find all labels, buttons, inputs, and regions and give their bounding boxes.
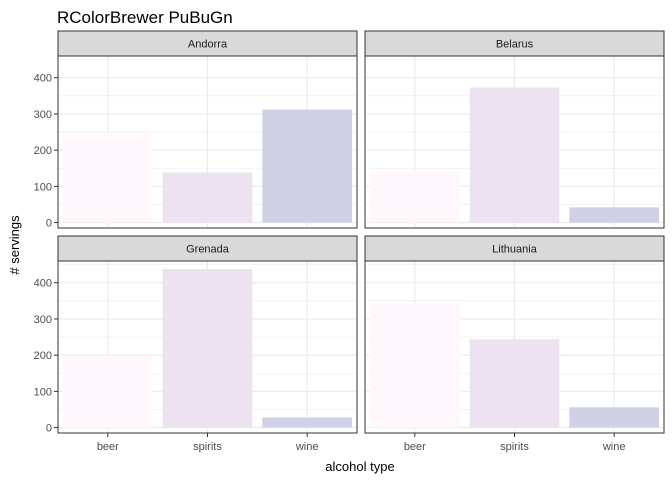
y-axis-title: # servings — [7, 215, 22, 275]
y-tick-label: 300 — [34, 109, 52, 121]
y-tick-label: 100 — [34, 386, 52, 398]
y-tick-label: 200 — [34, 350, 52, 362]
y-tick-label: 100 — [34, 181, 52, 193]
x-tick-label: spirits — [500, 441, 529, 453]
y-tick-label: 300 — [34, 314, 52, 326]
x-tick-label: wine — [602, 441, 626, 453]
facet-label-andorra: Andorra — [188, 39, 228, 51]
bar-grenada-wine — [262, 417, 353, 428]
x-axis-title: alcohol type — [325, 459, 394, 474]
bar-grenada-beer — [62, 355, 153, 428]
bar-belarus-wine — [569, 207, 660, 223]
y-tick-label: 200 — [34, 145, 52, 157]
bar-lithuania-spirits — [469, 339, 560, 428]
x-tick-label: beer — [97, 441, 119, 453]
y-tick-label: 400 — [34, 73, 52, 85]
facet-label-belarus: Belarus — [496, 39, 534, 51]
facet-andorra: Andorra 0 100 200 300 400 — [34, 30, 358, 230]
panel-border-belarus — [364, 55, 665, 229]
y-tick-label: 400 — [34, 278, 52, 290]
bar-andorra-beer — [62, 133, 153, 223]
x-tick-label: spirits — [193, 441, 222, 453]
panel-border-andorra — [57, 55, 358, 229]
facet-strip-lithuania — [364, 235, 665, 262]
bar-andorra-spirits — [162, 172, 253, 223]
facet-label-grenada: Grenada — [186, 244, 230, 256]
chart-title: RColorBrewer PuBuGn — [57, 8, 233, 27]
y-tick-label: 0 — [46, 218, 52, 230]
facet-grenada: Grenada 0 100 200 300 400 beer spirits wine — [34, 235, 358, 453]
bar-grenada-spirits — [162, 268, 253, 428]
x-tick-label: beer — [404, 441, 426, 453]
y-tick-label: 0 — [46, 423, 52, 435]
x-tick-label: wine — [295, 441, 319, 453]
facet-strip-andorra — [57, 30, 358, 57]
facet-lithuania: Lithuania beer spirits wine — [364, 235, 665, 453]
bar-belarus-spirits — [469, 87, 560, 223]
bar-belarus-beer — [369, 171, 460, 223]
bar-andorra-wine — [262, 109, 353, 223]
bar-lithuania-wine — [569, 407, 660, 428]
facet-panels: Andorra 0 100 200 300 400 Belarus Grenada 0 100 20… — [34, 30, 665, 453]
facet-strip-grenada — [57, 235, 358, 262]
facet-strip-belarus — [364, 30, 665, 57]
bar-lithuania-beer — [369, 303, 460, 428]
facet-belarus: Belarus — [364, 30, 665, 229]
facet-label-lithuania: Lithuania — [492, 244, 538, 256]
